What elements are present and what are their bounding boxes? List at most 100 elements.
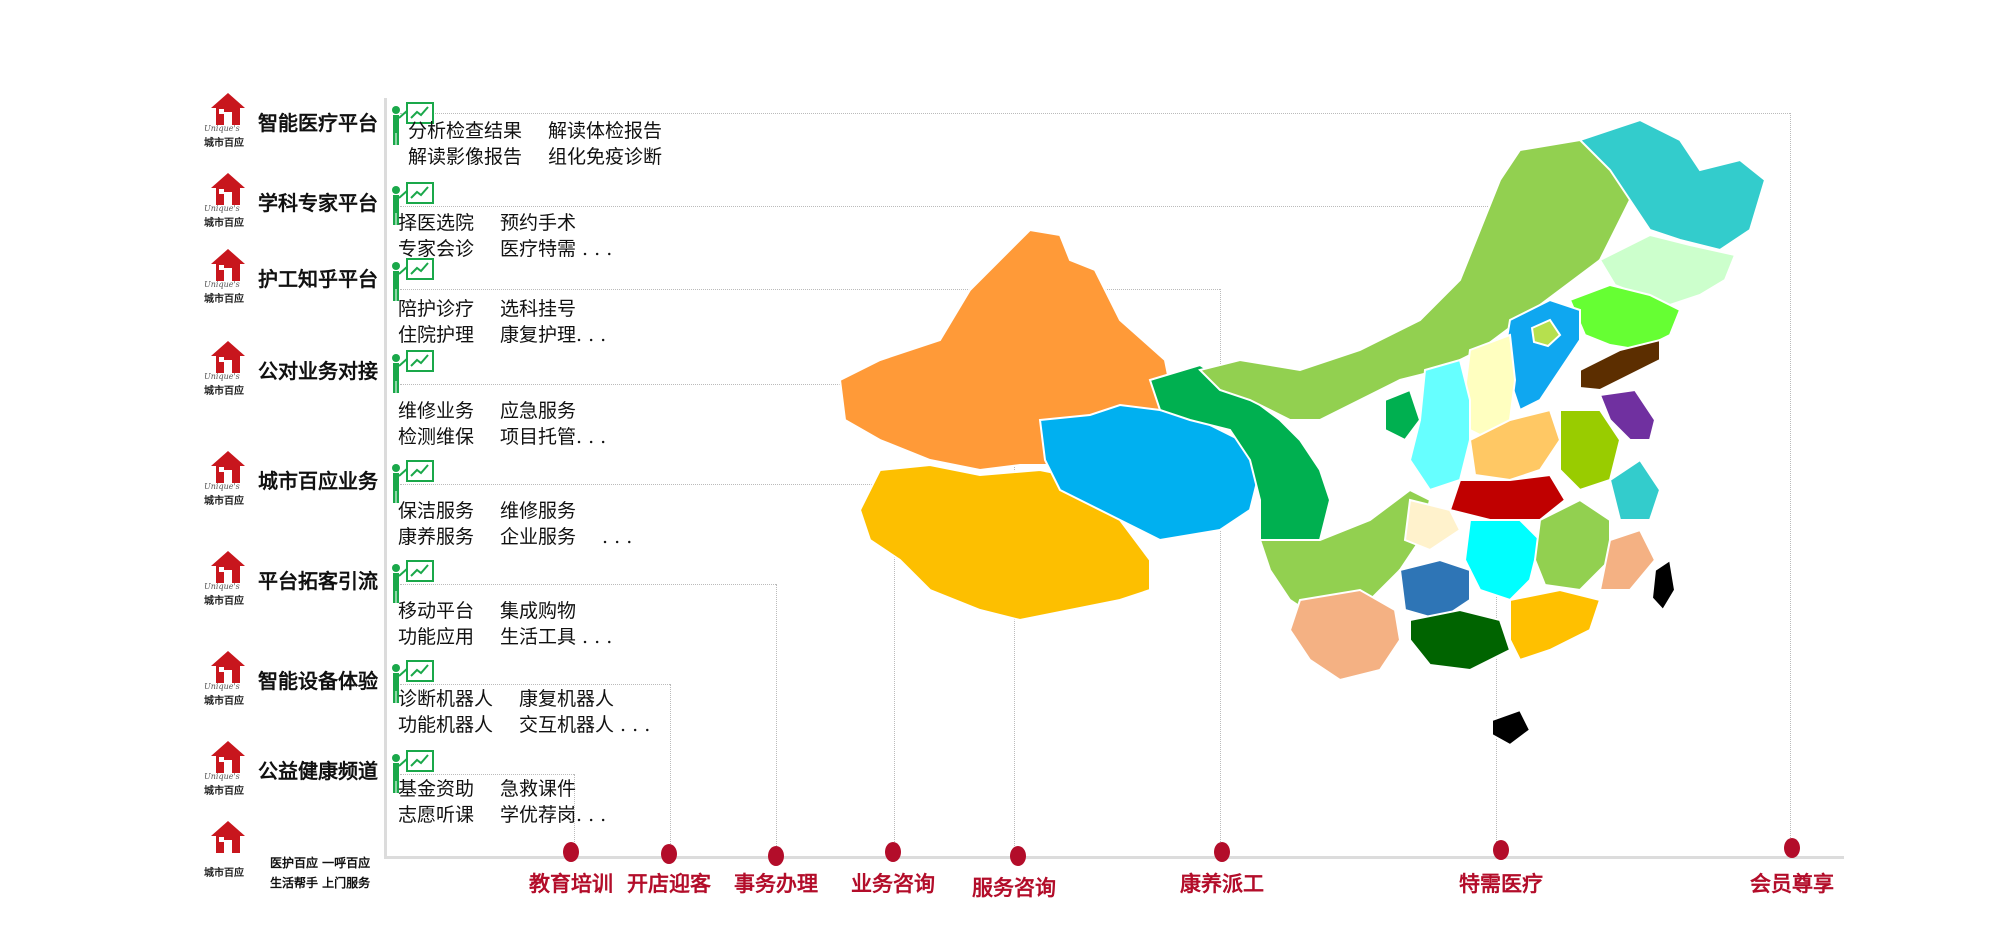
vertical-axis [384,98,387,858]
category-business-consult[interactable]: 业务咨询 [851,871,935,896]
service-item[interactable]: 择医选院 [398,212,475,234]
service-item[interactable]: 功能应用 [398,626,475,648]
category-education[interactable]: 教育培训 [529,871,613,896]
brand-name: 城市百应 [204,868,244,879]
service-item[interactable]: 交互机器人 . . . [519,714,651,736]
map-region-beijing [1530,318,1562,348]
service-item[interactable]: 选科挂号 [500,298,577,320]
house-icon [211,741,245,773]
service-item[interactable]: 组化免疫诊断 [548,146,663,168]
service-list: 诊断机器人 康复机器人功能机器人 交互机器人 . . . [398,686,676,738]
category-marker[interactable] [1784,838,1800,858]
service-item[interactable]: 维修服务 [500,500,577,522]
horizontal-axis [384,856,1844,859]
brand-name: 城市百应 [204,496,244,507]
category-marker[interactable] [563,842,579,862]
map-region-jiangsu [1598,388,1657,441]
platform-title: 护工知乎平台 [258,266,378,291]
platform-row[interactable]: Unique's 城市百应 公益健康频道 [204,740,378,798]
service-row: 志愿听课 学优荐岗. . . [398,802,632,828]
service-item[interactable]: 专家会诊 [398,238,475,260]
platform-title: 智能医疗平台 [258,110,378,135]
map-region-henan [1468,408,1562,482]
service-row: 维修业务 应急服务 [398,398,632,424]
guide-line [1220,289,1221,848]
platform-title: 城市百应业务 [258,468,378,493]
category-marker[interactable] [661,844,677,864]
platform-row[interactable]: Unique's 城市百应 智能医疗平台 [204,92,378,150]
platform-row[interactable]: Unique's 城市百应 公对业务对接 [204,340,378,398]
presenter-icon [388,350,436,398]
presenter-icon [388,560,436,608]
brand-logo: Unique's 城市百应 [204,172,252,230]
category-affairs[interactable]: 事务办理 [734,871,818,896]
brand-watermark: Unique's [204,124,240,133]
service-item[interactable]: 预约手术 [500,212,577,234]
service-item[interactable]: 基金资助 [398,778,475,800]
service-item[interactable]: 检测维保 [398,426,475,448]
map-region-hunan [1463,519,1542,602]
service-list: 分析检查结果 解读体检报告解读影像报告 组化免疫诊断 [408,118,688,170]
map-region-inner-mongolia [1198,138,1642,421]
brand-watermark: Unique's [204,280,240,289]
brand-watermark: Unique's [204,682,240,691]
platform-row[interactable]: Unique's 城市百应 城市百应业务 [204,450,378,508]
map-region-yunnan [1288,588,1402,682]
service-item[interactable]: 康复护理. . . [500,324,607,346]
service-row: 移动平台 集成购物 [398,598,638,624]
house-icon [211,821,245,853]
guide-line [400,774,574,775]
category-marker[interactable] [768,846,784,866]
service-row: 分析检查结果 解读体检报告 [408,118,688,144]
service-item[interactable]: 急救课件 [500,778,577,800]
category-service-consult[interactable]: 服务咨询 [972,875,1056,900]
service-item[interactable]: 维修业务 [398,400,475,422]
service-item[interactable]: 企业服务 [500,526,577,548]
presenter-icon [388,660,436,708]
service-item[interactable]: 移动平台 [398,600,475,622]
category-marker[interactable] [1493,840,1509,860]
service-item[interactable]: 医疗特需 . . . [500,238,613,260]
brand-watermark: Unique's [204,372,240,381]
brand-logo: Unique's 城市百应 [204,740,252,798]
service-item[interactable]: 志愿听课 [398,804,475,826]
category-marker[interactable] [1010,846,1026,866]
service-list: 陪护诊疗 选科挂号住院护理 康复护理. . . [398,296,632,348]
map-region-hebei [1503,298,1581,412]
service-item[interactable]: . . . [602,526,633,548]
presenter-icon [388,182,436,230]
service-item[interactable]: 解读影像报告 [408,146,523,168]
service-item[interactable]: 陪护诊疗 [398,298,475,320]
service-item[interactable]: 应急服务 [500,400,577,422]
category-marker[interactable] [885,842,901,862]
platform-row[interactable]: Unique's 城市百应 平台拓客引流 [204,550,378,608]
house-icon [211,341,245,373]
service-row: 专家会诊 医疗特需 . . . [398,236,638,262]
platform-row[interactable]: Unique's 城市百应 护工知乎平台 [204,248,378,306]
service-item[interactable]: 保洁服务 [398,500,475,522]
service-item[interactable]: 项目托管. . . [500,426,607,448]
service-item[interactable]: 诊断机器人 [398,688,494,710]
service-item[interactable]: 住院护理 [398,324,475,346]
service-item[interactable]: 分析检查结果 [408,120,523,142]
category-elderly-care[interactable]: 康养派工 [1180,871,1264,896]
service-item[interactable]: 康复机器人 [519,688,615,710]
platform-row[interactable]: Unique's 城市百应 学科专家平台 [204,172,378,230]
service-item[interactable]: 生活工具 . . . [500,626,613,648]
category-store-open[interactable]: 开店迎客 [627,871,711,896]
map-region-chongqing [1403,498,1462,552]
service-item[interactable]: 解读体检报告 [548,120,663,142]
category-marker[interactable] [1214,842,1230,862]
brand-name: 城市百应 [204,294,244,305]
category-special-medical[interactable]: 特需医疗 [1459,871,1543,896]
map-region-fujian [1598,528,1657,591]
service-item[interactable]: 集成购物 [500,600,577,622]
map-region-liaoning [1568,283,1682,352]
category-member[interactable]: 会员尊享 [1750,871,1834,896]
platform-row[interactable]: Unique's 城市百应 智能设备体验 [204,650,378,708]
guide-line [400,484,894,485]
service-item[interactable]: 学优荐岗. . . [500,804,607,826]
brand-logo: Unique's 城市百应 [204,248,252,306]
service-item[interactable]: 康养服务 [398,526,475,548]
service-item[interactable]: 功能机器人 [398,714,494,736]
